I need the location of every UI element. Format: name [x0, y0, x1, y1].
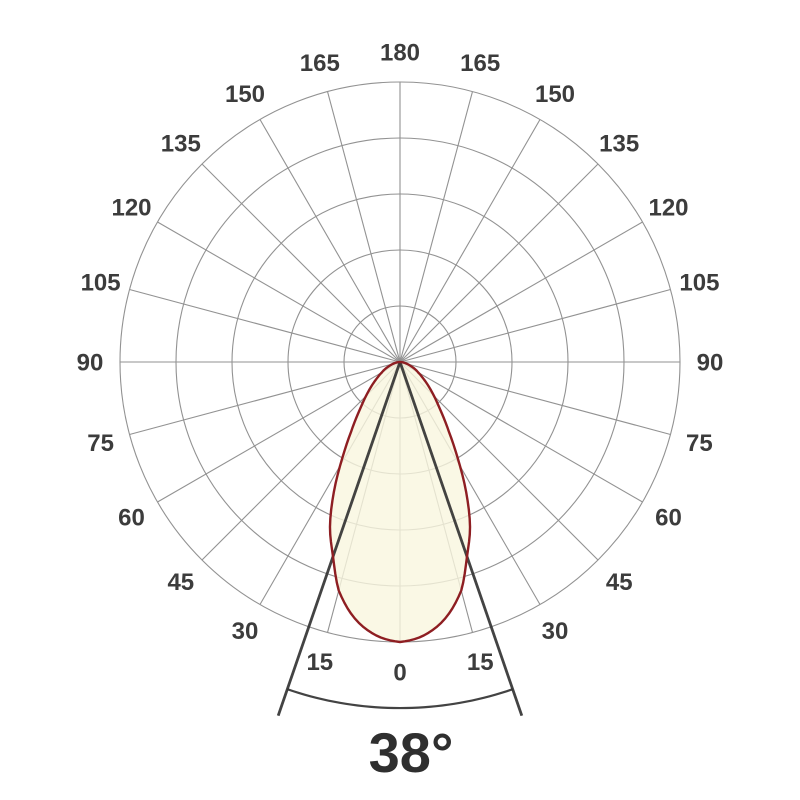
angle-label: 90: [77, 350, 104, 377]
angle-label: 120: [648, 195, 688, 222]
grid-radial-line: [399, 221, 643, 363]
angle-label: 75: [87, 430, 114, 457]
grid-radial-line: [326, 91, 401, 363]
angle-label: 150: [535, 81, 575, 108]
grid-radial-line: [157, 221, 401, 363]
angle-label: 75: [686, 430, 713, 457]
grid-radial-line: [399, 361, 643, 503]
grid-radial-line: [399, 163, 599, 363]
angle-label: 45: [606, 569, 633, 596]
angle-label: 60: [655, 505, 682, 532]
grid-radial-line: [399, 361, 671, 436]
angle-label: 105: [679, 269, 719, 296]
grid-radial-line: [157, 361, 401, 503]
grid-radial-line: [259, 119, 401, 363]
angle-label: 0: [393, 660, 406, 687]
grid-radial-line: [399, 288, 671, 363]
angle-label: 165: [300, 50, 340, 77]
beam-limit-line: [398, 361, 524, 717]
grid-radial-line: [399, 119, 541, 363]
angle-label: 60: [118, 505, 145, 532]
angle-label: 165: [460, 50, 500, 77]
grid-radial-line: [129, 288, 401, 363]
angle-label: 180: [380, 40, 420, 67]
angle-label: 150: [225, 81, 265, 108]
angle-label: 30: [542, 618, 569, 645]
grid-radial-line: [129, 361, 401, 436]
angle-label: 15: [306, 649, 333, 676]
beam-angle-marker: [276, 361, 524, 717]
angle-labels: 0 15 15 30 30 45 45 60 60 75 75 90 90 105 105 120 120 135…: [77, 40, 724, 687]
beam-limit-line: [276, 361, 402, 717]
angle-label: 120: [111, 195, 151, 222]
intensity-lobe-outline: [328, 360, 472, 644]
grid-radial-line: [399, 91, 474, 363]
angle-label: 15: [467, 649, 494, 676]
angle-label: 105: [81, 269, 121, 296]
angle-label: 90: [697, 350, 724, 377]
angle-label: 45: [167, 569, 194, 596]
angle-label: 135: [599, 130, 639, 157]
grid-radial-line: [201, 163, 401, 363]
beam-angle-label: 38°: [369, 721, 454, 784]
angle-label: 30: [232, 618, 259, 645]
beam-angle-arc: [286, 688, 514, 710]
intensity-lobe-fill: [329, 362, 471, 642]
angle-label: 135: [161, 130, 201, 157]
